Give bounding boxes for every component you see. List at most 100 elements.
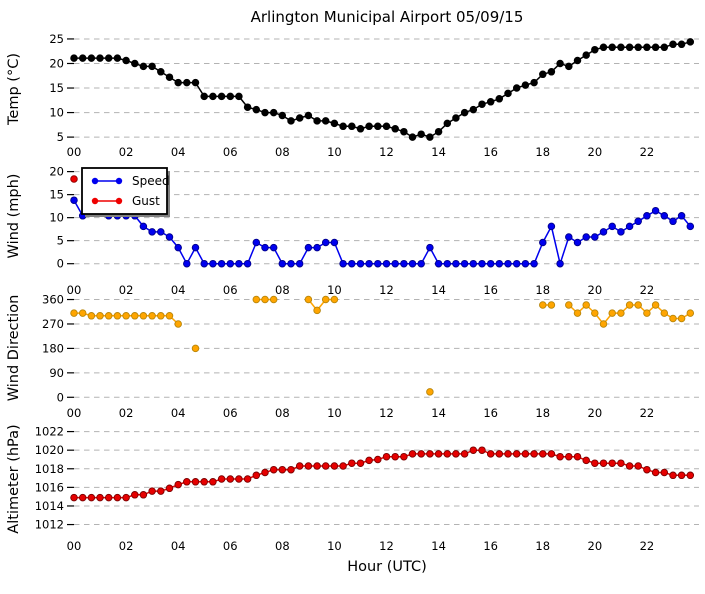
x-tick-label: 08	[275, 406, 290, 420]
altimeter-data-point	[643, 465, 651, 474]
x-tick-label: 18	[535, 539, 550, 553]
speed-data-point	[495, 259, 504, 268]
speed-data-point	[426, 243, 434, 252]
x-tick-label: 02	[119, 539, 134, 553]
speed-data-point	[512, 259, 521, 268]
temp-data-point	[591, 45, 599, 54]
altimeter-data-point	[235, 475, 243, 483]
altimeter-data-point	[669, 471, 677, 480]
altimeter-data-point	[139, 491, 148, 499]
x-tick-label: 00	[67, 283, 82, 297]
gust-data-point	[70, 175, 78, 183]
x-tick-label: 12	[379, 539, 394, 553]
speed-data-point	[521, 259, 530, 268]
altimeter-data-point	[686, 471, 695, 480]
x-tick-label: 18	[535, 145, 550, 159]
speed-data-point	[209, 259, 217, 268]
y-tick-label: 90	[49, 366, 64, 380]
temp-data-point	[539, 70, 547, 79]
temp-data-point	[434, 127, 443, 136]
temp-data-point	[677, 40, 686, 49]
direction-data-point	[582, 301, 590, 309]
temp-data-point	[261, 108, 269, 117]
x-tick-label: 04	[171, 145, 186, 159]
direction-data-point	[313, 306, 321, 315]
speed-data-point	[278, 259, 287, 268]
speed-data-point	[408, 259, 417, 268]
altimeter-data-point	[96, 493, 104, 502]
speed-data-point	[478, 259, 486, 268]
speed-data-point	[382, 259, 391, 268]
speed-data-point	[165, 233, 174, 241]
temp-data-point	[608, 43, 616, 52]
altimeter-data-point	[261, 468, 269, 477]
temp-data-point	[348, 122, 356, 131]
wind_direction-subplot: 0 90 180 270 360 00 02 04 06 08 10 12 14 16 18 20 22	[42, 293, 699, 420]
direction-data-point	[148, 312, 156, 320]
temp-data-point	[226, 92, 235, 101]
x-tick-label: 10	[327, 283, 342, 297]
altimeter-data-point	[321, 462, 330, 470]
x-tick-label: 10	[327, 145, 342, 159]
x-tick-label: 18	[535, 283, 550, 297]
x-tick-label: 20	[588, 145, 603, 159]
temp-data-point	[686, 38, 695, 46]
x-tick-label: 22	[640, 145, 655, 159]
gust-markers	[70, 175, 78, 183]
temp-data-point	[157, 68, 165, 76]
temp-data-point	[374, 122, 382, 131]
speed-data-point	[530, 259, 538, 268]
gust-legend-marker-icon	[115, 197, 123, 205]
speed-data-point	[200, 259, 208, 268]
direction-data-point	[165, 312, 174, 320]
speed-data-point	[565, 233, 573, 241]
x-tick-label: 12	[379, 145, 394, 159]
legend-entry-gust: Gust	[91, 194, 160, 208]
direction-data-point	[617, 309, 625, 317]
direction-data-point	[113, 312, 122, 320]
altimeter-data-point	[573, 452, 582, 461]
altimeter-data-point	[651, 468, 660, 477]
altimeter-data-point	[348, 459, 356, 467]
x-tick-label: 02	[119, 406, 134, 420]
temp-data-point	[382, 122, 391, 131]
temp-data-point	[547, 68, 556, 76]
altimeter-data-point	[252, 471, 261, 480]
legend-entry-speed: Speed	[91, 174, 170, 188]
x-tick-label: 20	[588, 406, 603, 420]
temp-data-point	[625, 43, 634, 52]
x-tick-label: 08	[275, 145, 290, 159]
x-tick-label: 16	[483, 406, 498, 420]
altimeter-data-point	[634, 462, 642, 470]
x-tick-label: 08	[275, 539, 290, 553]
direction-data-point	[70, 309, 78, 317]
temp-data-point	[495, 95, 504, 103]
direction-data-point	[539, 301, 547, 309]
altimeter-data-point	[131, 491, 139, 499]
direction-data-point	[573, 309, 582, 317]
speed-data-point	[591, 233, 599, 241]
speed-data-point	[365, 259, 373, 268]
speed-markers	[70, 196, 695, 268]
altimeter-data-point	[243, 475, 252, 483]
altimeter-data-point	[452, 450, 460, 458]
temp-data-point	[400, 127, 408, 136]
altimeter-data-point	[469, 446, 478, 454]
altimeter-data-point	[495, 450, 504, 458]
x-tick-label: 14	[431, 145, 446, 159]
speed-data-point	[556, 259, 564, 268]
speed-data-point	[295, 259, 304, 268]
direction-data-point	[304, 295, 313, 304]
y-tick-label: 25	[49, 32, 64, 46]
temp-data-point	[452, 114, 460, 122]
y-tick-label: 1016	[35, 480, 64, 494]
altimeter-data-point	[330, 462, 339, 470]
direction-data-point	[87, 312, 96, 320]
direction-data-point	[426, 388, 434, 396]
altimeter-data-point	[599, 459, 608, 467]
temp-data-point	[321, 117, 330, 125]
x-tick-label: 14	[431, 406, 446, 420]
temp-markers	[70, 38, 695, 141]
altimeter-data-point	[591, 459, 599, 467]
